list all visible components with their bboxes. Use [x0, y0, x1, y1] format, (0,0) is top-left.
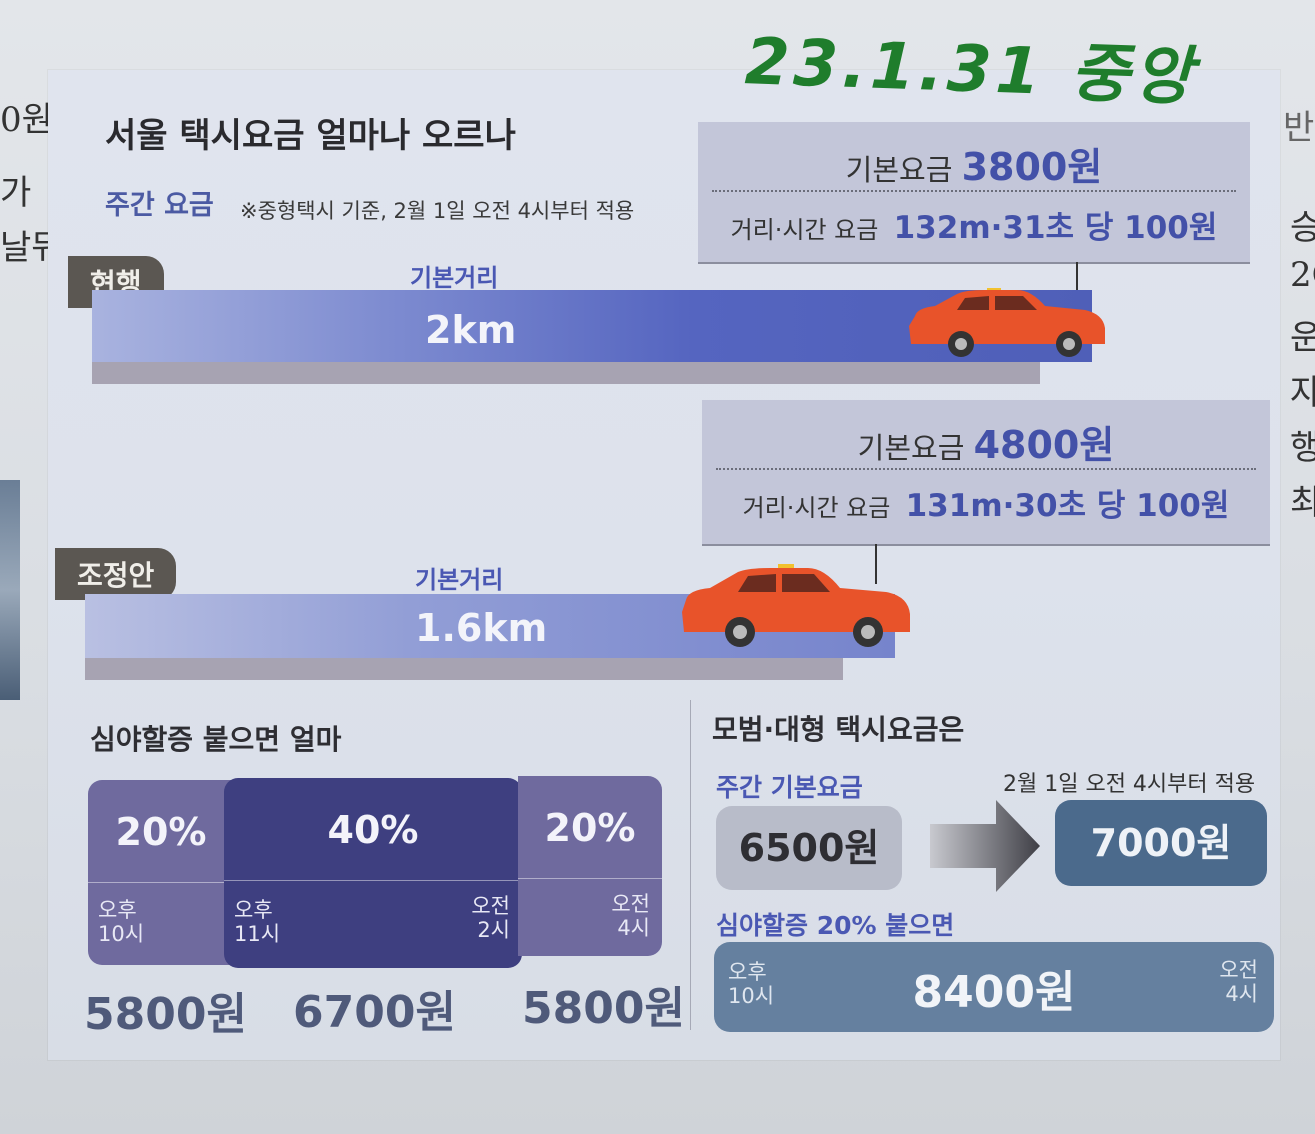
infographic-title: 서울 택시요금 얼마나 오르나: [105, 116, 516, 156]
night-segment-1: 20% 오후 10시: [88, 780, 234, 965]
night-fare-1: 5800원: [84, 989, 247, 1040]
time-label: 오전 4시: [611, 892, 650, 940]
margin-text-line: 반: [1283, 108, 1315, 148]
current-base-fare: 기본요금 3800원: [698, 136, 1250, 191]
time-label: 오전 4시: [1219, 958, 1258, 1006]
base-fare-value: 4800원: [973, 423, 1115, 467]
base-distance-value: 2km: [425, 308, 517, 352]
time-label: 오전 2시: [471, 894, 510, 942]
base-distance-label: 기본거리: [415, 566, 504, 594]
night-section-title: 심야할증 붙으면 얼마: [90, 723, 342, 756]
margin-text-line: 운: [1290, 318, 1315, 358]
adjacent-photo-edge: [0, 480, 20, 700]
night-segment-3: 20% 오전 4시: [518, 776, 662, 956]
base-fare-label: 기본요금: [845, 153, 953, 187]
proposed-meter-fare: 거리·시간 요금 131m·30초 당 100원: [702, 480, 1270, 525]
current-road-edge: [92, 362, 1040, 384]
deluxe-apply-note: 2월 1일 오전 4시부터 적용: [1003, 772, 1256, 797]
time-label: 오후 10시: [728, 960, 775, 1008]
margin-text-line: 행: [1290, 428, 1315, 468]
base-fare-label: 기본요금: [857, 431, 965, 465]
deluxe-night-fare: 8400원: [912, 967, 1076, 1018]
night-fare-3: 5800원: [522, 983, 685, 1034]
dotted-divider: [716, 468, 1256, 470]
margin-text-line: 가: [0, 173, 32, 213]
current-meter-fare: 거리·시간 요금 132m·31초 당 100원: [698, 202, 1250, 247]
application-note: ※중형택시 기준, 2월 1일 오전 4시부터 적용: [240, 199, 635, 223]
time-label: 오후 11시: [234, 898, 281, 946]
margin-text-line: 0원: [0, 100, 53, 140]
old-deluxe-fare: 6500원: [716, 806, 902, 890]
deluxe-section-title: 모범·대형 택시요금은: [712, 713, 965, 746]
arrow-right-icon: [930, 800, 1040, 892]
handwritten-date: 23.1.31 중앙: [743, 25, 1198, 115]
meter-fare-label: 거리·시간 요금: [730, 216, 879, 244]
segment-divider: [88, 882, 234, 883]
taxi-car-icon: [909, 288, 1105, 357]
meter-fare-label: 거리·시간 요금: [742, 494, 891, 522]
night-fare-2: 6700원: [293, 987, 456, 1038]
night-segment-2: 40% 오후 11시 오전 2시: [224, 778, 522, 968]
proposed-base-fare: 기본요금 4800원: [702, 414, 1270, 469]
day-base-fare-label: 주간 기본요금: [716, 773, 863, 802]
proposed-tag: 조정안: [55, 548, 177, 600]
base-distance-label: 기본거리: [410, 264, 499, 292]
proposed-fare-box: 기본요금 4800원 거리·시간 요금 131m·30초 당 100원: [702, 400, 1270, 546]
pointer-line: [1076, 262, 1078, 300]
base-distance-value: 1.6km: [415, 606, 548, 650]
surcharge-percent: 20%: [544, 806, 636, 850]
taxi-car-icon: [682, 564, 910, 647]
surcharge-percent: 40%: [327, 808, 419, 852]
margin-text-line: 승: [1290, 208, 1315, 248]
segment-divider: [518, 878, 662, 879]
time-label: 오후 10시: [98, 898, 145, 946]
current-fare-box: 기본요금 3800원 거리·시간 요금 132m·31초 당 100원: [698, 122, 1250, 264]
deluxe-night-bar: 오후 10시 8400원 오전 4시: [714, 942, 1274, 1032]
section-subtitle: 주간 요금: [105, 190, 214, 221]
dotted-divider: [712, 190, 1236, 192]
meter-fare-value: 131m·30초 당 100원: [905, 488, 1230, 524]
segment-divider: [224, 880, 522, 881]
meter-fare-value: 132m·31초 당 100원: [893, 210, 1218, 246]
margin-text-line: 최: [1290, 483, 1315, 523]
section-divider: [690, 700, 691, 1030]
deluxe-night-label: 심야할증 20% 붙으면: [716, 911, 955, 940]
proposed-road-edge: [85, 658, 843, 680]
surcharge-percent: 20%: [115, 810, 207, 854]
new-deluxe-fare: 7000원: [1055, 800, 1267, 886]
margin-text-line: 자: [1290, 373, 1315, 413]
margin-text-line: 2C: [1290, 255, 1315, 295]
pointer-line: [875, 544, 877, 584]
base-fare-value: 3800원: [961, 145, 1103, 189]
